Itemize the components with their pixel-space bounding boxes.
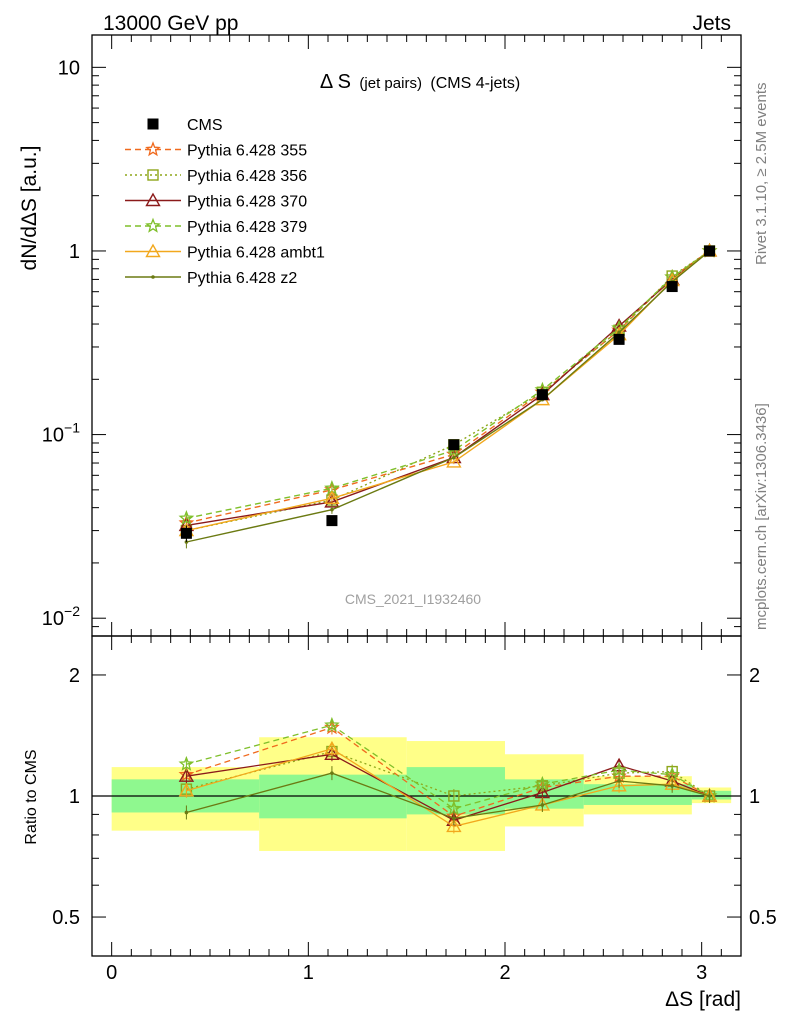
xtick-label-2: 2 — [499, 962, 510, 984]
ratio-y-axis-label: Ratio to CMS — [23, 749, 40, 844]
axes-group: 10−2 10−1 1 10 0.5 0.5 1 1 2 2 0 1 2 3 — [42, 34, 777, 984]
ratio-point-2-0 — [178, 768, 195, 782]
stat-band-5 — [691, 790, 732, 800]
main-line-4 — [186, 250, 710, 519]
main-y-axis-label: dN/dΔS [a.u.] — [18, 146, 41, 271]
ratio-point-5-3 — [540, 803, 545, 807]
legend-marker-6 — [151, 275, 155, 279]
main-line-2 — [186, 250, 710, 532]
x-axis-label: ΔS [rad] — [665, 988, 741, 1011]
main-line-5 — [186, 250, 710, 532]
ratio-series-group — [178, 716, 718, 834]
main-point-6-1 — [330, 507, 334, 512]
mcplots-reference-label: mcplots.cern.ch [arXiv:1306.3436] — [753, 403, 770, 630]
ratio-ytick-label-right-2: 2 — [749, 665, 760, 687]
main-line-6 — [186, 250, 710, 543]
ratio-point-3-1 — [324, 716, 340, 732]
main-point-0-5 — [666, 281, 678, 293]
legend-marker-1 — [145, 141, 161, 157]
ratio-point-4-0 — [178, 782, 195, 797]
legend-marker-2 — [147, 169, 159, 181]
legend-label-3: Pythia 6.428 370 — [187, 194, 307, 211]
rivet-version-label: Rivet 3.1.10, ≥ 2.5M events — [753, 83, 770, 266]
main-point-4-0 — [178, 509, 195, 526]
ratio-point-3-3 — [534, 775, 551, 791]
legend-label-4: Pythia 6.428 379 — [187, 219, 307, 236]
chart-title: Δ S (jet pairs) (CMS 4-jets) — [320, 71, 520, 93]
main-series-group — [178, 242, 718, 549]
main-point-6-2 — [452, 455, 456, 460]
legend-marker-3 — [145, 192, 161, 207]
chart-title-main: Δ S — [320, 71, 351, 93]
legend-label-6: Pythia 6.428 z2 — [187, 270, 297, 287]
main-line-3 — [186, 250, 710, 527]
legend-marker-0 — [147, 118, 159, 130]
legend: CMS Pythia 6.428 355 Pythia 6.428 356 Pythi… — [125, 117, 325, 287]
main-ytick-label-3: 10 — [58, 57, 80, 79]
chart-title-small: (jet pairs) — [359, 75, 422, 92]
ratio-point-5-0 — [184, 810, 189, 815]
chart-title-tail: (CMS 4-jets) — [430, 75, 520, 92]
ratio-point-3-0 — [178, 755, 195, 771]
legend-label-0: CMS — [187, 117, 223, 134]
ratio-point-5-5 — [670, 784, 674, 788]
ratio-point-4-1 — [324, 740, 340, 755]
main-point-0-6 — [704, 245, 716, 257]
analysis-id-label: CMS_2021_I1932460 — [345, 591, 481, 607]
ratio-ytick-label-left-2: 2 — [69, 665, 80, 687]
xtick-label-3: 3 — [696, 962, 707, 984]
ratio-point-4-4 — [611, 777, 627, 792]
ratio-point-5-2 — [452, 816, 456, 821]
legend-label-2: Pythia 6.428 356 — [187, 168, 307, 185]
main-point-0-1 — [326, 515, 338, 527]
xtick-label-0: 0 — [106, 962, 117, 984]
main-ytick-label-2: 1 — [69, 241, 80, 263]
legend-label-1: Pythia 6.428 355 — [187, 143, 307, 160]
ratio-ytick-label-left-0: 0.5 — [52, 907, 80, 929]
main-point-5-1 — [324, 490, 340, 504]
ratio-point-5-1 — [330, 771, 334, 775]
ratio-ytick-label-left-1: 1 — [69, 786, 80, 808]
ratio-point-4-2 — [446, 818, 462, 833]
ratio-ytick-label-right-0: 0.5 — [749, 907, 777, 929]
main-point-0-3 — [536, 389, 548, 401]
main-point-0-4 — [613, 333, 625, 345]
header-energy-label: 13000 GeV pp — [103, 12, 238, 35]
main-point-5-2 — [446, 453, 462, 468]
main-line-1 — [186, 250, 710, 524]
ratio-point-3-4 — [611, 761, 627, 777]
main-ytick-label-0: 10−2 — [42, 603, 80, 630]
main-ytick-label-1: 10−1 — [42, 420, 80, 447]
main-point-0-0 — [180, 527, 192, 539]
xtick-label-1: 1 — [303, 962, 314, 984]
legend-marker-4 — [145, 217, 161, 233]
main-point-0-2 — [448, 439, 460, 451]
legend-marker-5 — [145, 243, 161, 258]
ratio-point-5-6 — [707, 794, 712, 798]
ratio-point-5-4 — [617, 779, 621, 783]
ratio-ytick-label-right-1: 1 — [749, 786, 760, 808]
legend-label-5: Pythia 6.428 ambt1 — [187, 245, 325, 262]
header-process-label: Jets — [692, 12, 731, 35]
main-point-6-4 — [617, 330, 621, 335]
